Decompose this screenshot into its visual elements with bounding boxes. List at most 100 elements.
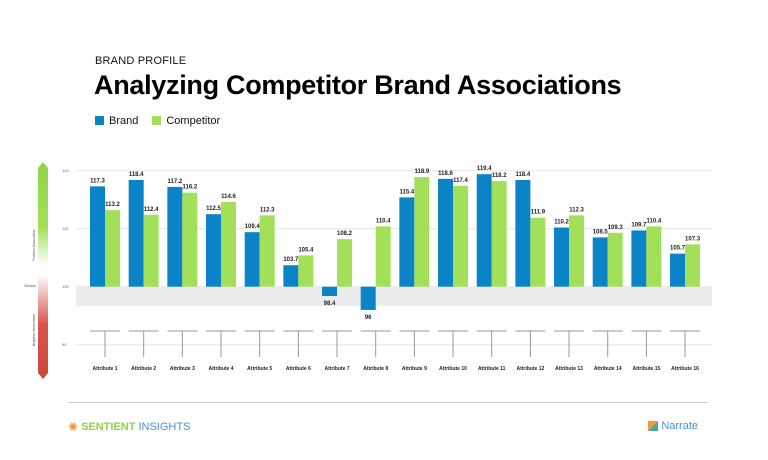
- page-title: Analyzing Competitor Brand Associations: [94, 70, 622, 100]
- bar-brand: [283, 265, 299, 287]
- x-tick-label: Attribute 3: [170, 366, 195, 372]
- data-label: 112.3: [260, 207, 275, 213]
- bar-competitor: [259, 215, 275, 287]
- neutral-label: Neutral: [24, 284, 36, 288]
- x-tick-label: Attribute 5: [247, 366, 272, 372]
- bar-competitor: [182, 192, 198, 287]
- bar-brand: [438, 178, 454, 287]
- data-label: 103.7: [283, 257, 299, 263]
- bar-competitor: [298, 255, 314, 287]
- sentient-insights-logo: ✺ SENTIENT INSIGHTS: [68, 420, 191, 434]
- data-label: 111.9: [531, 210, 546, 216]
- x-tick-label: Attribute 12: [516, 366, 544, 372]
- bar-competitor: [530, 217, 546, 287]
- bar-brand: [592, 237, 608, 287]
- x-tick-label: Attribute 11: [478, 366, 506, 372]
- narrate-icon: [648, 421, 659, 431]
- bar-competitor: [221, 202, 237, 287]
- x-tick-label: Attribute 8: [363, 366, 388, 372]
- bar-competitor: [105, 210, 120, 287]
- data-label: 112.5: [206, 206, 221, 212]
- data-label: 110.4: [376, 218, 391, 224]
- data-label: 113.2: [105, 202, 120, 208]
- bar-brand: [554, 227, 570, 287]
- data-label: 118.6: [438, 171, 453, 177]
- data-label: 109.3: [608, 225, 624, 231]
- data-label: 108.5: [593, 229, 609, 235]
- bar-competitor: [414, 177, 430, 287]
- y-tick-label: 110: [62, 226, 69, 231]
- data-label: 118.2: [492, 173, 507, 179]
- legend-brand: Brand: [95, 115, 138, 127]
- bar-brand: [360, 286, 376, 310]
- x-tick-label: Attribute 16: [671, 366, 699, 372]
- bar-competitor: [491, 181, 507, 287]
- x-tick-label: Attribute 13: [555, 366, 583, 372]
- data-label: 117.4: [453, 178, 468, 184]
- bar-competitor: [685, 244, 701, 287]
- bar-competitor: [453, 185, 469, 287]
- data-label: 112.4: [144, 207, 159, 213]
- bar-brand: [631, 230, 647, 287]
- legend: Brand Competitor: [95, 115, 220, 127]
- positive-label: Positive Association: [32, 229, 36, 260]
- data-label: 98.4: [324, 301, 336, 307]
- data-label: 110.2: [554, 220, 569, 226]
- data-label: 117.3: [90, 178, 105, 184]
- y-tick-label: 120: [62, 168, 69, 173]
- data-label: 110.4: [647, 218, 662, 224]
- negative-label: Negative Association: [32, 314, 36, 347]
- data-label: 109.4: [245, 224, 261, 230]
- neutral-band: [76, 287, 712, 306]
- bar-competitor: [607, 232, 623, 287]
- narrate-logo: Narrate: [648, 420, 698, 432]
- data-label: 96: [365, 315, 372, 321]
- x-tick-label: Attribute 1: [93, 366, 118, 372]
- bar-competitor: [375, 226, 391, 287]
- bar-brand: [399, 197, 415, 287]
- y-tick-label: 90: [62, 342, 67, 347]
- bar-brand: [322, 286, 338, 296]
- data-label: 112.3: [569, 207, 584, 213]
- data-label: 115.4: [400, 189, 415, 195]
- bar-brand: [90, 186, 105, 287]
- bar-brand: [244, 232, 260, 287]
- x-tick-label: Attribute 4: [209, 366, 234, 372]
- data-label: 117.2: [167, 179, 182, 185]
- bar-competitor: [143, 214, 159, 287]
- x-tick-label: Attribute 2: [131, 366, 156, 372]
- legend-competitor: Competitor: [152, 115, 220, 127]
- footer-divider: [68, 402, 708, 403]
- data-label: 108.2: [337, 231, 353, 237]
- x-tick-label: Attribute 15: [632, 366, 660, 372]
- bar-chart: Positive Association Neutral Negative As…: [24, 162, 712, 379]
- x-tick-label: Attribute 9: [402, 366, 427, 372]
- bar-competitor: [646, 226, 662, 287]
- x-tick-label: Attribute 14: [594, 366, 622, 372]
- bar-brand: [206, 214, 222, 287]
- bar-brand: [167, 186, 183, 287]
- x-tick-label: Attribute 10: [439, 366, 467, 372]
- bar-competitor: [569, 215, 585, 287]
- bar-brand: [670, 253, 686, 287]
- data-label: 114.6: [221, 194, 236, 200]
- y-tick-label: 100: [62, 284, 69, 289]
- data-label: 105.7: [670, 246, 686, 252]
- bar-brand: [515, 179, 531, 287]
- bar-brand: [476, 174, 492, 287]
- bar-competitor: [337, 239, 353, 287]
- data-label: 118.4: [129, 172, 144, 178]
- data-label: 107.3: [685, 236, 701, 242]
- data-label: 109.7: [631, 222, 647, 228]
- data-label: 118.9: [415, 169, 430, 175]
- association-scale: [38, 162, 48, 379]
- bar-brand: [128, 179, 144, 287]
- x-tick-label: Attribute 7: [325, 366, 350, 372]
- subtitle: BRAND PROFILE: [95, 55, 187, 67]
- x-tick-label: Attribute 6: [286, 366, 311, 372]
- logo-icon: ✺: [68, 420, 79, 434]
- data-label: 118.4: [516, 172, 531, 178]
- data-label: 116.2: [182, 185, 197, 191]
- data-label: 105.4: [298, 247, 314, 253]
- data-label: 119.4: [477, 166, 492, 172]
